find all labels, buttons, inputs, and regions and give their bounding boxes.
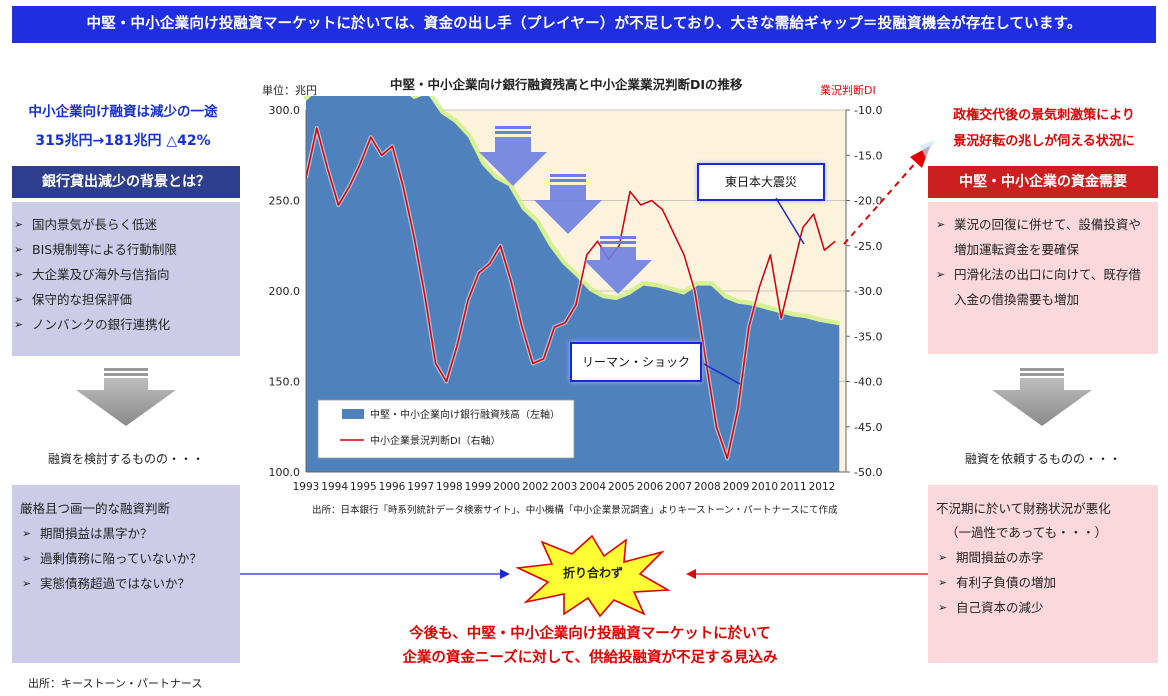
- left-headline-1: 中小企業向け融資は減少の一途: [28, 104, 218, 120]
- tick-label-x: 2002: [522, 481, 549, 493]
- bank-lending-reason-title: 銀行貸出減少の背景とは？: [12, 166, 240, 198]
- tick-label-x: 2004: [579, 481, 606, 493]
- down-arrow-icon: [584, 236, 652, 294]
- tick-label-left: 200.0: [269, 285, 301, 298]
- top-banner: 中堅・中小企業向け投融資マーケットに於いては、資金の出し手（プレイヤー）が不足し…: [12, 6, 1156, 43]
- right-mid-text: 融資を依頼するものの・・・: [964, 452, 1121, 466]
- left-tick-labels: 100.0 150.0 200.0 250.0 300.0: [269, 104, 301, 479]
- tick-label-right: -30.0: [854, 285, 882, 298]
- list-item: 期間損益の赤字: [936, 545, 1150, 570]
- down-arrow-icon: [479, 126, 547, 186]
- tick-label-x: 1996: [379, 481, 406, 493]
- tick-label-x: 2009: [723, 481, 750, 493]
- right-headline-2: 景況好転の兆しが伺える状況に: [953, 134, 1135, 149]
- tick-label-x: 1995: [350, 481, 377, 493]
- tick-label-left: 250.0: [269, 195, 301, 208]
- criteria-title: 厳格且つ画一的な融資判断: [20, 501, 171, 516]
- tick-label-right: -20.0: [854, 195, 882, 208]
- list-item: 国内景気が長らく低迷: [12, 212, 240, 237]
- chart-legend: [317, 399, 575, 459]
- condition-title: 不況期に於いて財務状況が悪化: [936, 501, 1111, 516]
- tick-label-x: 2007: [665, 481, 692, 493]
- left-axis-unit: 単位：兆円: [262, 84, 317, 97]
- tick-label-x: 1994: [321, 481, 348, 493]
- tick-label-x: 1993: [293, 481, 320, 493]
- list-item: 大企業及び海外与信指向: [12, 262, 240, 287]
- tick-label-left: 100.0: [269, 466, 301, 479]
- up-trend-arrow: [843, 140, 935, 245]
- tick-label-right: -35.0: [854, 330, 882, 343]
- funding-demand-box: 業況の回復に併せて、設備投資や増加運転資金を要確保 円滑化法の出口に向けて、既存…: [928, 202, 1158, 354]
- mismatch-arrows: [240, 569, 928, 579]
- annotation-lehman-pointer: [703, 363, 741, 385]
- right-headline-1: 政権交代後の景気刺激策により: [953, 108, 1135, 123]
- list-item: 期間損益は黒字か？: [20, 521, 232, 546]
- tick-label-x: 2012: [809, 481, 836, 493]
- mismatch-burst: [515, 534, 671, 618]
- burst-label: 折り合わず: [562, 566, 623, 580]
- annotation-earthquake: 東日本大震災: [697, 163, 825, 201]
- list-item: BIS規制等による行動制限: [12, 237, 240, 262]
- down-arrow-icon: [534, 174, 602, 234]
- tick-label-x: 2008: [694, 481, 721, 493]
- list-item: 過剰債務に陥っていないか？: [20, 546, 232, 571]
- down-arrow-left: [76, 368, 176, 426]
- legend-label-area: 中堅・中小企業向け銀行融資残高（左軸）: [370, 408, 560, 421]
- list-item: ノンバンクの銀行連携化: [12, 312, 240, 337]
- legend-swatch-area: [342, 409, 364, 419]
- tick-label-x: 2011: [780, 481, 807, 493]
- tick-label-right: -40.0: [854, 376, 882, 389]
- tick-label-right: -25.0: [854, 240, 882, 253]
- annotation-earthquake-pointer: [775, 197, 805, 245]
- left-source: 出所：キーストーン・パートナース: [28, 677, 203, 690]
- series-area-lending: [306, 96, 840, 472]
- line-layer: [304, 126, 837, 461]
- annotation-lehman-shock: リーマン・ショック: [570, 342, 702, 382]
- chart-title: 中堅・中小企業向け銀行融資残高と中小企業業況判断DIの推移: [390, 77, 743, 92]
- list-item: 自己資本の減少: [936, 595, 1150, 620]
- lending-criteria-box: 厳格且つ画一的な融資判断 期間損益は黒字か？ 過剰債務に陥っていないか？ 実態債…: [12, 485, 240, 663]
- legend-label-line: 中小企業景況判断DI（右軸）: [370, 434, 501, 447]
- tick-label-right: -15.0: [854, 149, 882, 162]
- x-tick-labels: 1993 1994 1995 1996 1997 1998 1999 2000 2002 2003…: [293, 481, 836, 493]
- tick-label-x: 2010: [751, 481, 778, 493]
- left-headline-2: 315兆円→181兆円 △42%: [35, 133, 211, 149]
- tick-label-left: 150.0: [269, 376, 301, 389]
- tick-label-right: -45.0: [854, 421, 882, 434]
- list-item: 実態債務超過ではないか？: [20, 571, 232, 596]
- tick-label-x: 2005: [608, 481, 635, 493]
- condition-list: 期間損益の赤字 有利子負債の増加 自己資本の減少: [936, 545, 1150, 620]
- area-layer: [302, 96, 841, 472]
- condition-subtitle: （一過性であっても・・・）: [946, 525, 1108, 540]
- left-mid-text: 融資を検討するものの・・・: [47, 452, 204, 466]
- list-item: 有利子負債の増加: [936, 570, 1150, 595]
- criteria-list: 期間損益は黒字か？ 過剰債務に陥っていないか？ 実態債務超過ではないか？: [20, 521, 232, 596]
- tick-label-x: 1999: [465, 481, 492, 493]
- tick-label-right: -10.0: [854, 104, 882, 117]
- list-item: 円滑化法の出口に向けて、既存借入金の借換需要も増加: [934, 262, 1148, 312]
- bank-lending-reason-box: 国内景気が長らく低迷 BIS規制等による行動制限 大企業及び海外与信指向 保守的…: [12, 202, 240, 356]
- reason-list: 国内景気が長らく低迷 BIS規制等による行動制限 大企業及び海外与信指向 保守的…: [12, 212, 240, 337]
- tick-label-x: 2000: [493, 481, 520, 493]
- tick-label-x: 2003: [551, 481, 578, 493]
- tick-label-x: 1998: [436, 481, 463, 493]
- right-axis-label: 業況判断DI: [820, 84, 876, 97]
- conclusion-line-1: 今後も、中堅・中小企業向け投融資マーケットに於いて: [409, 626, 771, 642]
- tick-label-x: 1997: [407, 481, 434, 493]
- financial-condition-box: 不況期に於いて財務状況が悪化 （一過性であっても・・・） 期間損益の赤字 有利子…: [928, 485, 1158, 663]
- list-item: 保守的な担保評価: [12, 287, 240, 312]
- funding-demand-title: 中堅・中小企業の資金需要: [928, 166, 1158, 198]
- lending-di-chart: 100.0 150.0 200.0 250.0 300.0 -10.0 -15.0 -20.…: [269, 96, 882, 493]
- tick-label-x: 2006: [637, 481, 664, 493]
- chart-source: 出所：日本銀行「時系列統計データ検索サイト」、中小機構「中小企業景況調査」よりキ…: [312, 505, 838, 516]
- list-item: 業況の回復に併せて、設備投資や増加運転資金を要確保: [934, 212, 1148, 262]
- series-line-di: [305, 127, 836, 460]
- right-tick-labels: -10.0 -15.0 -20.0 -25.0 -30.0 -35.0 -40.0 -45.0…: [846, 104, 882, 479]
- conclusion-line-2: 企業の資金ニーズに対して、供給投融資が不足する見込み: [402, 650, 778, 666]
- tick-label-left: 300.0: [269, 104, 301, 117]
- down-arrow-right: [992, 368, 1092, 426]
- tick-label-right: -50.0: [854, 466, 882, 479]
- demand-list: 業況の回復に併せて、設備投資や増加運転資金を要確保 円滑化法の出口に向けて、既存…: [934, 212, 1148, 312]
